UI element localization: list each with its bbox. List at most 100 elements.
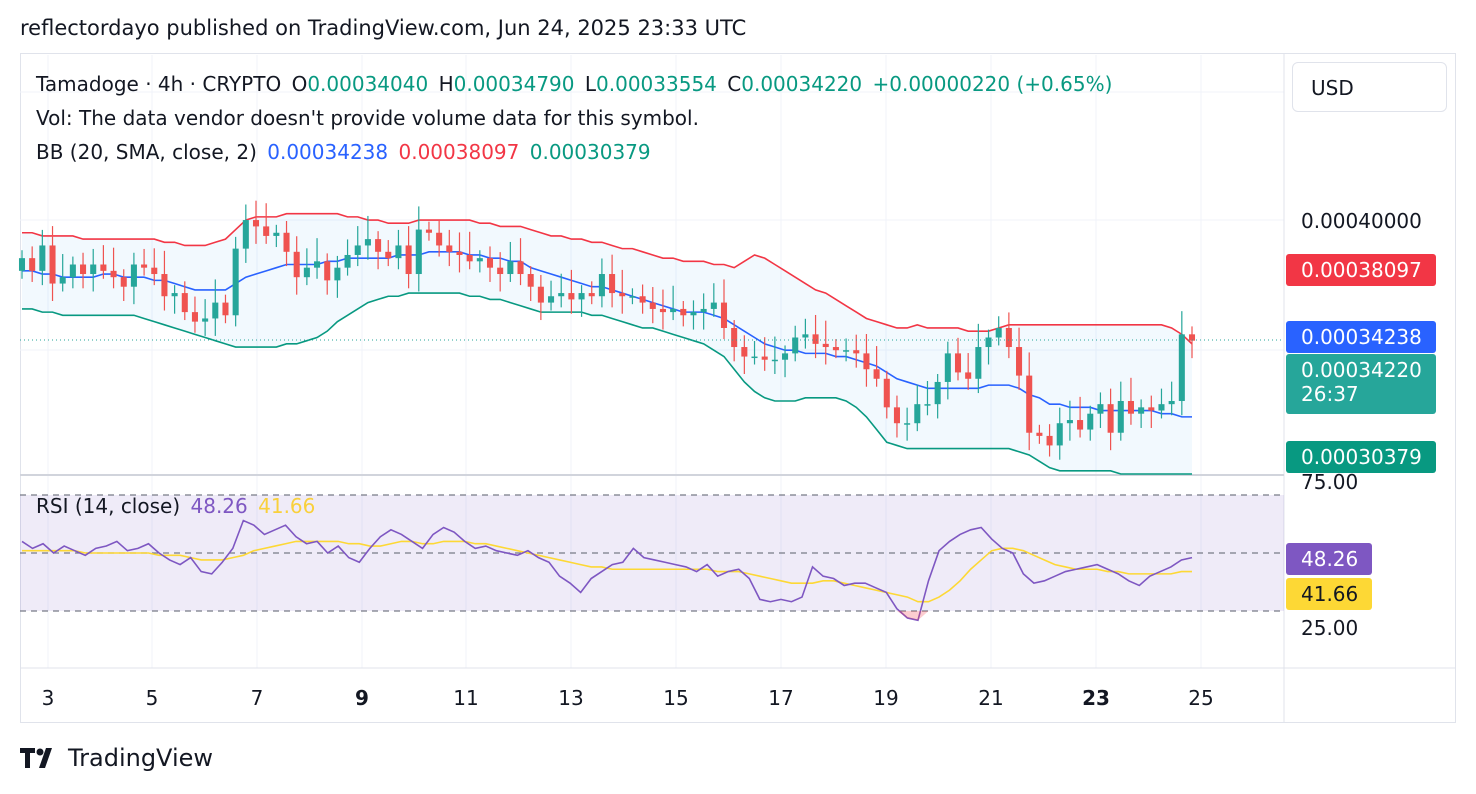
bb-basis-tag: 0.00034238 [1286, 321, 1436, 353]
candle-body [375, 239, 382, 252]
candle-body [456, 251, 463, 255]
candle-body [69, 264, 76, 278]
candle-body [954, 353, 962, 373]
close-label: C [727, 72, 742, 96]
candle-body [832, 347, 839, 351]
tradingview-logo-icon [20, 748, 52, 768]
low-value: 0.00033554 [596, 72, 717, 96]
time-axis-label: 21 [978, 686, 1004, 710]
candle-body [700, 308, 707, 313]
candle-body [436, 232, 443, 246]
candle-body [151, 267, 158, 275]
bb-upper-tag: 0.00038097 [1286, 254, 1436, 286]
candle-body [629, 296, 636, 298]
bar-countdown: 26:37 [1301, 382, 1359, 406]
candle-body [446, 245, 453, 252]
bb-lower-tag: 0.00030379 [1286, 441, 1436, 473]
candle-body [222, 302, 229, 316]
rsi-legend-value: 48.26 [190, 494, 248, 518]
candle-body [639, 296, 646, 303]
brand-name: TradingView [68, 744, 214, 772]
candle-body [558, 293, 565, 297]
rsi-line [21, 519, 1193, 622]
candle-body [517, 261, 524, 275]
candle-body [171, 293, 178, 297]
rsi-legend: RSI (14, close) 48.26 41.66 [36, 494, 319, 518]
candle-body [690, 312, 697, 316]
candle-body [1097, 404, 1104, 414]
rsi-upper-level: 75.00 [1301, 470, 1359, 494]
candle-body [873, 369, 880, 379]
candle-body [303, 267, 310, 278]
time-axis-label: 13 [558, 686, 584, 710]
candle-body [782, 353, 789, 360]
open-value: 0.00034040 [307, 72, 429, 96]
candle-body [1036, 432, 1043, 436]
rsi-ma-legend-value: 41.66 [258, 494, 316, 518]
candle-body [924, 404, 931, 406]
candle-body [181, 293, 188, 313]
candle-body [527, 274, 534, 287]
candle-body [619, 293, 626, 297]
candle-body [49, 245, 56, 284]
candle-body [761, 356, 768, 360]
candle-body [314, 261, 321, 268]
candle-body [588, 293, 595, 297]
candle-body [568, 293, 575, 300]
candle-body [751, 356, 758, 359]
publisher-line: reflectordayo published on TradingView.c… [20, 16, 747, 40]
candle-body [100, 264, 107, 271]
candle-body [995, 327, 1002, 338]
candle-body [965, 372, 972, 379]
open-label: O [291, 72, 308, 96]
candle-body [263, 226, 270, 236]
candle-body [893, 407, 900, 424]
candle-body [1016, 347, 1023, 376]
candle-body [985, 337, 992, 348]
candle-body [283, 232, 290, 252]
candle-body [670, 308, 677, 313]
rsi-ma-tag: 41.66 [1286, 578, 1372, 610]
candle-body [293, 251, 300, 278]
candle-body [497, 267, 504, 275]
change-value: +0.00000220 (+0.65%) [872, 72, 1113, 96]
footer-brand[interactable]: TradingView [20, 744, 213, 772]
time-axis-label: 9 [355, 686, 369, 710]
time-axis-label: 11 [453, 686, 479, 710]
bb-basis-line [22, 251, 1192, 418]
rsi-lower-level: 25.00 [1301, 616, 1359, 640]
currency-selector[interactable]: USD [1292, 62, 1447, 112]
candle-body [598, 274, 605, 297]
candle-body [771, 359, 778, 362]
candle-body [1168, 400, 1175, 405]
last-price-value: 0.00034220 [1301, 358, 1422, 382]
candle-body [110, 270, 117, 278]
candle-body [659, 308, 666, 313]
candle-body [80, 264, 87, 275]
candle-body [853, 350, 860, 354]
volume-legend: Vol: The data vendor doesn't provide vol… [36, 106, 699, 130]
candle-body [741, 347, 748, 357]
candle-body [202, 318, 209, 322]
time-axis-label: 15 [663, 686, 689, 710]
candle-body [1026, 375, 1033, 433]
candle-body [507, 261, 514, 275]
chart-frame [20, 53, 1456, 723]
candle-body [934, 381, 941, 405]
time-axis-label: 5 [145, 686, 159, 710]
bb-lower-line [22, 292, 1192, 475]
candle-body [731, 327, 738, 348]
bb-lower-value: 0.00030379 [529, 140, 651, 164]
candle-body [863, 353, 870, 370]
candle-body [1178, 334, 1185, 401]
candle-body [141, 264, 148, 268]
candle-body [1066, 420, 1073, 424]
candle-body [273, 232, 280, 236]
candle-body [486, 258, 494, 268]
candle-body [385, 251, 392, 259]
time-axis-label: 25 [1188, 686, 1214, 710]
candle-body [324, 261, 331, 281]
rsi-label: RSI (14, close) [36, 494, 181, 518]
candle-body [395, 245, 402, 259]
